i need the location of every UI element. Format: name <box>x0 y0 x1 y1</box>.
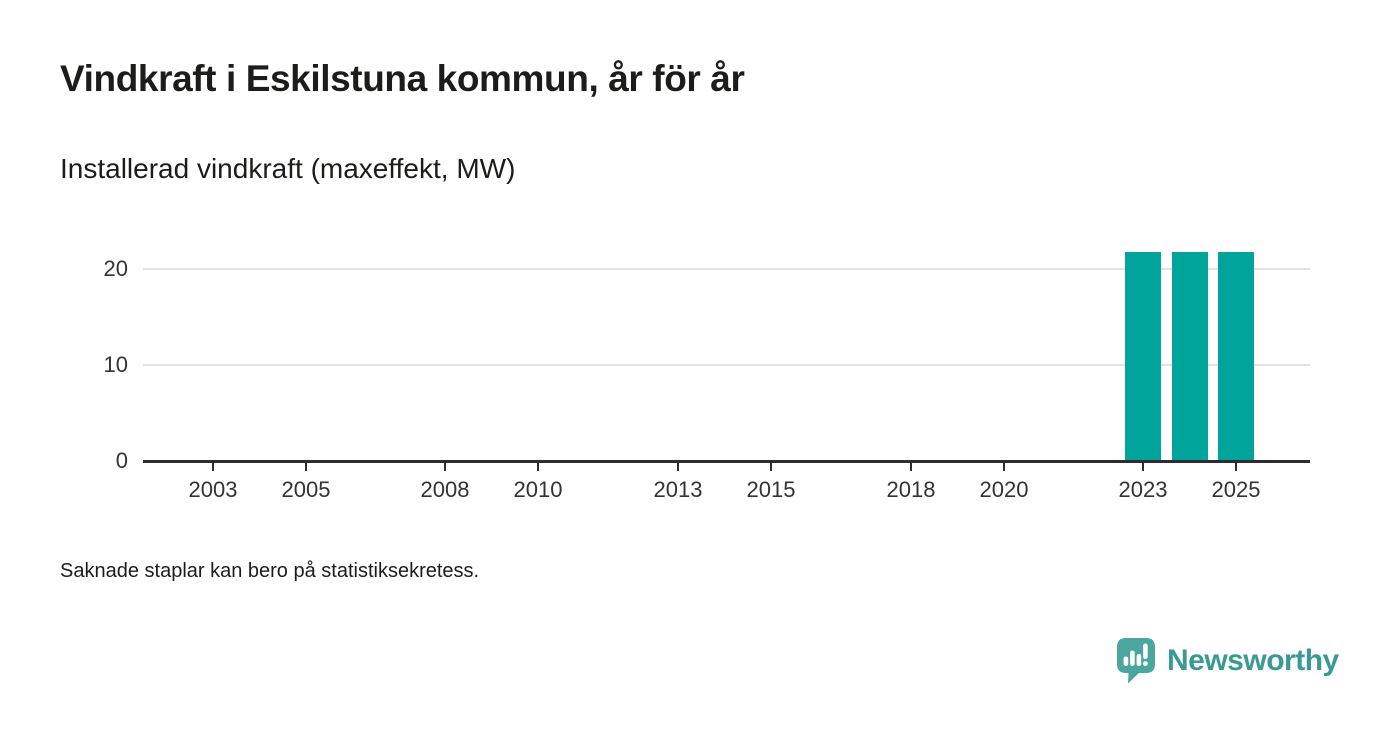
y-axis-label-20: 20 <box>103 256 128 281</box>
bar-2024 <box>1172 252 1208 460</box>
x-axis-label-2023: 2023 <box>1118 477 1168 502</box>
x-tick-2023 <box>1142 463 1144 471</box>
chart-footnote: Saknade staplar kan bero på statistiksek… <box>60 560 480 582</box>
x-axis-label-2013: 2013 <box>653 477 703 502</box>
gridline-y-10 <box>143 364 1310 366</box>
x-axis-label-2015: 2015 <box>746 477 796 502</box>
chart-title: Vindkraft i Eskilstuna kommun, år för år <box>60 58 745 99</box>
x-axis-label-2003: 2003 <box>188 477 238 502</box>
gridline-y-20 <box>143 268 1310 270</box>
logo-bar-2 <box>1130 650 1135 666</box>
bar-2023 <box>1125 252 1161 460</box>
y-axis-label-0: 0 <box>115 448 128 473</box>
logo-bar-3 <box>1136 654 1142 666</box>
brand-logo: Newsworthy <box>1116 637 1339 684</box>
x-axis-label-2010: 2010 <box>513 477 563 502</box>
chart-subtitle: Installerad vindkraft (maxeffekt, MW) <box>60 153 516 184</box>
speech-bubble-shape <box>1117 638 1155 684</box>
x-tick-2015 <box>770 463 772 471</box>
x-tick-2003 <box>212 463 214 471</box>
x-axis-label-2025: 2025 <box>1211 477 1261 502</box>
x-axis-label-2020: 2020 <box>979 477 1029 502</box>
x-tick-2018 <box>910 463 912 471</box>
logo-exclamation-line <box>1143 643 1148 659</box>
x-tick-2013 <box>677 463 679 471</box>
x-axis-label-2005: 2005 <box>281 477 331 502</box>
x-axis-label-2018: 2018 <box>886 477 936 502</box>
newsworthy-logo-icon <box>1117 638 1155 684</box>
brand-name: Newsworthy <box>1167 644 1339 677</box>
x-tick-2005 <box>305 463 307 471</box>
logo-exclamation-dot <box>1143 661 1148 666</box>
bar-2025 <box>1218 252 1254 460</box>
logo-bar-1 <box>1123 656 1129 666</box>
x-axis-label-2008: 2008 <box>420 477 470 502</box>
x-axis-line <box>143 460 1310 463</box>
x-tick-2010 <box>537 463 539 471</box>
x-tick-2025 <box>1235 463 1237 471</box>
y-axis-label-10: 10 <box>103 352 128 377</box>
x-tick-2008 <box>444 463 446 471</box>
x-tick-2020 <box>1003 463 1005 471</box>
